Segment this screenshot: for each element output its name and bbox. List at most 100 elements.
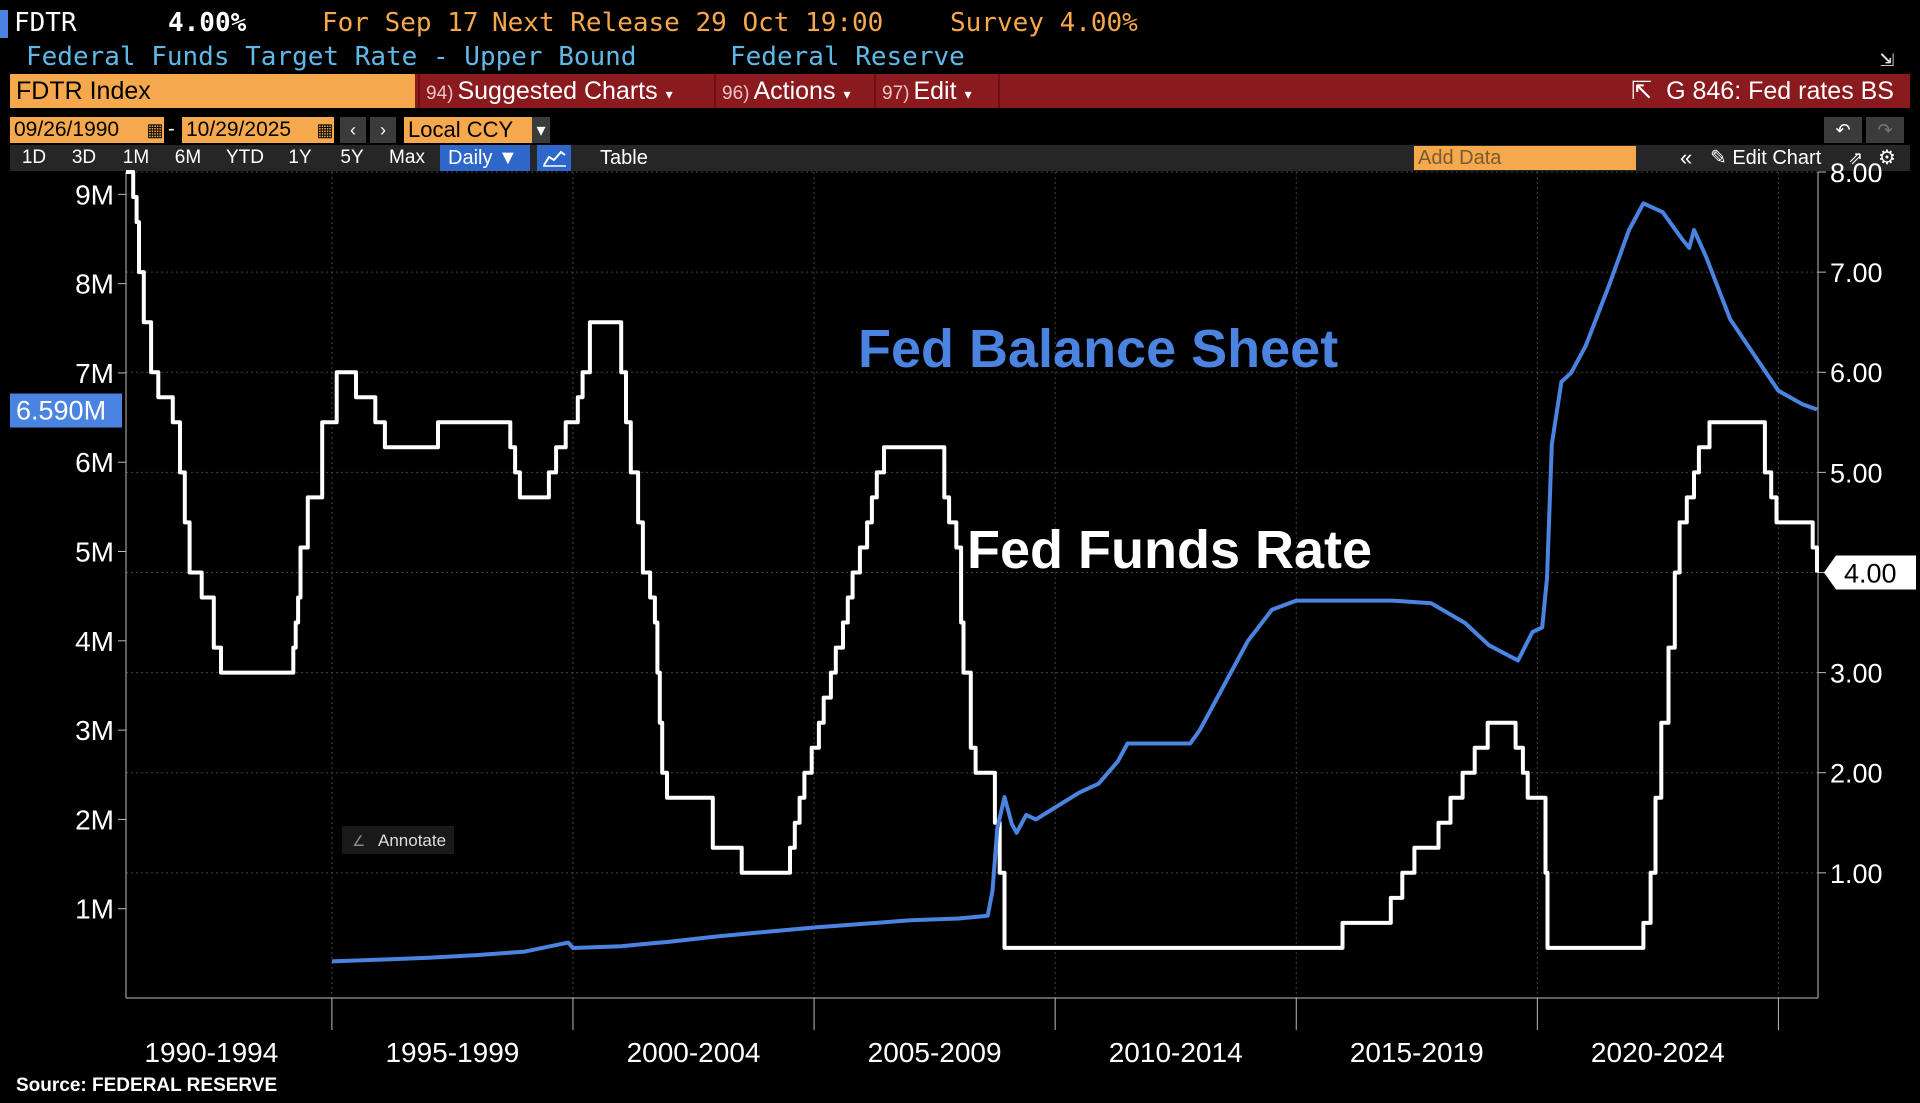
gridlines	[126, 171, 1818, 998]
menu-label: Suggested Charts	[457, 77, 658, 105]
annotations: Fed Balance Sheet Fed Funds Rate	[858, 319, 1372, 580]
calendar-icon[interactable]: ▦	[146, 117, 164, 143]
menu-number: 96)	[722, 83, 750, 104]
add-data-input[interactable]: Add Data	[1414, 146, 1636, 170]
frequency-select[interactable]: Daily ▼	[440, 145, 530, 171]
ticker-symbol: FDTR	[14, 8, 77, 38]
next-period-button[interactable]: ›	[370, 117, 396, 143]
x-category-label: 2005-2009	[868, 1037, 1002, 1068]
period-ytd[interactable]: YTD	[226, 147, 264, 168]
right-tick-label: 5.00	[1830, 458, 1883, 488]
toolbar: FDTR Index 94) Suggested Charts ▾ 96) Actio…	[10, 74, 1910, 108]
menu-label: Actions	[753, 77, 836, 105]
annotate-button-bg	[342, 826, 454, 854]
left-tick-label: 1M	[75, 894, 114, 925]
line-chart-icon[interactable]	[537, 145, 571, 171]
redo-icon[interactable]: ↷	[1866, 117, 1904, 143]
chart-settings-icon[interactable]: ⇗	[1848, 148, 1864, 168]
ticker-marker	[0, 10, 8, 38]
chevron-down-icon[interactable]: ▾	[532, 117, 550, 143]
undo-icon[interactable]: ↶	[1824, 117, 1862, 143]
start-date-field[interactable]: 09/26/1990	[10, 117, 146, 143]
last-value: 4.00%	[168, 8, 247, 38]
popout-icon[interactable]: ⇲	[1880, 44, 1895, 72]
gear-icon[interactable]: ⚙	[1878, 147, 1896, 169]
right-tick-label: 7.00	[1830, 258, 1883, 288]
left-tick-label: 4M	[75, 626, 114, 657]
period-6m[interactable]: 6M	[174, 147, 202, 168]
currency-select[interactable]: Local CCY	[404, 117, 550, 143]
axes	[118, 171, 1826, 1030]
annotate-button[interactable]: ∠ Annotate	[342, 826, 454, 854]
period-row: 1D 3D 1M 6M YTD 1Y 5Y Max Daily ▼ Table …	[10, 145, 1910, 171]
x-category-label: 2015-2019	[1350, 1037, 1484, 1068]
left-tick-label: 8M	[75, 269, 114, 300]
last-value-right-label: 4.00	[1844, 558, 1897, 588]
chevron-down-icon: ▾	[964, 86, 972, 102]
security-description: Federal Funds Target Rate - Upper Bound	[26, 42, 637, 72]
x-category-label: 2000-2004	[627, 1037, 761, 1068]
menu-number: 94)	[426, 83, 454, 104]
edit-chart-label: Edit Chart	[1732, 147, 1822, 169]
right-tick-label: 6.00	[1830, 358, 1883, 388]
menu-suggested-charts[interactable]: 94) Suggested Charts ▾	[418, 74, 714, 108]
table-view-button[interactable]: Table	[600, 147, 648, 169]
source-name: Federal Reserve	[730, 42, 965, 72]
calendar-icon[interactable]: ▦	[316, 117, 334, 143]
security-field[interactable]: FDTR Index	[10, 74, 415, 108]
left-tick-label: 7M	[75, 358, 114, 389]
favorite-chart-link[interactable]: ⇱ G 846: Fed rates BS	[1631, 74, 1894, 108]
chevron-down-icon: ▾	[665, 86, 673, 102]
date-range-row: 09/26/1990 ▦ - 10/29/2025 ▦ ‹ › Local CC…	[0, 116, 1920, 146]
frequency-label: Daily	[448, 147, 493, 169]
last-value-right-badge	[1824, 555, 1916, 590]
last-value-left-badge	[10, 393, 122, 428]
axis-labels: 1M 2M 3M 4M 5M 6M 7M 8M 9M 1.00 2.00 3.00 4.00 5.00 6.…	[10, 158, 1916, 1068]
source-footer: Source: FEDERAL RESERVE	[16, 1075, 278, 1096]
previous-period-button[interactable]: ‹	[340, 117, 366, 143]
right-tick-label: 4.00	[1830, 558, 1883, 588]
balance-sheet-line	[331, 201, 1818, 964]
left-tick-label: 6M	[75, 447, 114, 478]
end-date-field[interactable]: 10/29/2025	[182, 117, 316, 143]
external-link-icon: ⇱	[1631, 77, 1653, 105]
x-category-label: 1990-1994	[144, 1037, 278, 1068]
pencil-icon: ✎	[1710, 147, 1727, 169]
for-date: For Sep 17	[322, 8, 479, 38]
favorite-chart-label: G 846: Fed rates BS	[1666, 77, 1894, 105]
x-category-label: 2010-2014	[1109, 1037, 1243, 1068]
right-tick-label: 2.00	[1830, 759, 1883, 789]
left-tick-label: 5M	[75, 537, 114, 568]
period-1y[interactable]: 1Y	[288, 147, 312, 168]
fed-funds-annotation: Fed Funds Rate	[967, 520, 1372, 580]
balance-sheet-annotation: Fed Balance Sheet	[858, 319, 1338, 379]
security-subheader: Federal Funds Target Rate - Upper Bound …	[0, 40, 1920, 74]
menu-actions[interactable]: 96) Actions ▾	[714, 74, 874, 108]
line-chart-glyph	[543, 150, 566, 167]
period-1d[interactable]: 1D	[21, 147, 47, 168]
last-value-left-label: 6.590M	[16, 396, 106, 426]
period-max[interactable]: Max	[389, 147, 425, 168]
edit-chart-button[interactable]: ✎ Edit Chart	[1710, 145, 1821, 171]
period-1m[interactable]: 1M	[122, 147, 150, 168]
left-tick-label: 9M	[75, 179, 114, 210]
currency-label: Local CCY	[408, 117, 514, 142]
toolbar-spacer	[998, 74, 1006, 108]
menu-edit[interactable]: 97) Edit ▾	[874, 74, 998, 108]
pencil-icon: ∠	[352, 833, 365, 850]
x-category-label: 2020-2024	[1591, 1037, 1725, 1068]
period-5y[interactable]: 5Y	[340, 147, 364, 168]
right-tick-label: 1.00	[1830, 859, 1883, 889]
left-tick-label: 2M	[75, 804, 114, 835]
x-category-label: 1995-1999	[385, 1037, 519, 1068]
period-3d[interactable]: 3D	[71, 147, 97, 168]
right-tick-label: 3.00	[1830, 659, 1883, 689]
chevron-down-icon: ▾	[843, 86, 851, 102]
series-layer	[126, 170, 1819, 964]
left-tick-label: 3M	[75, 715, 114, 746]
security-header: FDTR 4.00% For Sep 17 Next Release 29 Oc…	[0, 4, 1920, 42]
collapse-icon[interactable]: «	[1680, 145, 1693, 170]
annotate-label: Annotate	[378, 831, 446, 850]
menu-label: Edit	[913, 77, 957, 105]
menu-number: 97)	[882, 83, 910, 104]
